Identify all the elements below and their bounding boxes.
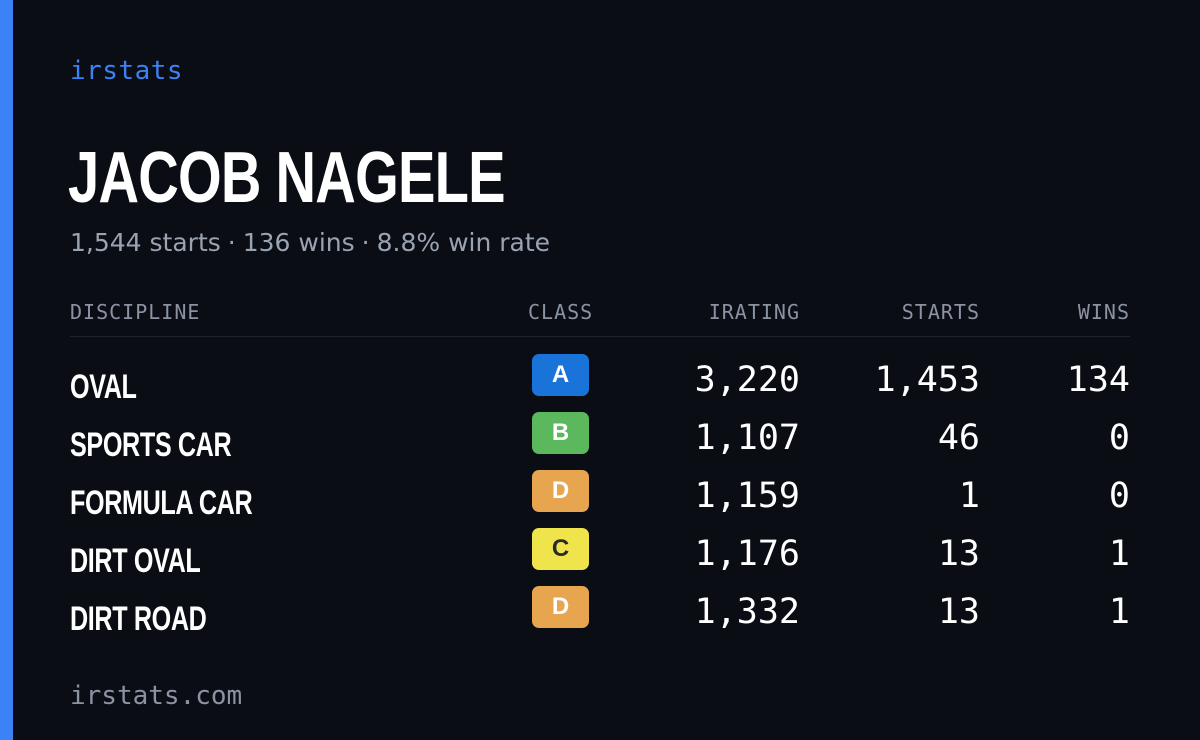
header-discipline: DISCIPLINE <box>70 300 201 324</box>
table-row: SPORTS CAR B 1,107 46 0 <box>70 412 1130 476</box>
header-class: CLASS <box>528 300 594 324</box>
discipline-name: SPORTS CAR <box>70 426 232 464</box>
accent-bar <box>0 0 13 740</box>
irating-value: 1,159 <box>694 476 800 516</box>
header-starts: STARTS <box>901 300 980 324</box>
player-summary: 1,544 starts · 136 wins · 8.8% win rate <box>70 228 550 257</box>
footer-url: irstats.com <box>70 681 243 711</box>
table-row: FORMULA CAR D 1,159 1 0 <box>70 470 1130 534</box>
class-badge: A <box>532 354 589 396</box>
irating-value: 3,220 <box>694 360 800 400</box>
class-badge: C <box>532 528 589 570</box>
class-badge: B <box>532 412 589 454</box>
table-row: OVAL A 3,220 1,453 134 <box>70 354 1130 418</box>
wins-value: 0 <box>1108 476 1130 516</box>
starts-value: 13 <box>937 534 980 574</box>
table-row: DIRT ROAD D 1,332 13 1 <box>70 586 1130 650</box>
starts-value: 1 <box>958 476 980 516</box>
class-badge: D <box>532 586 589 628</box>
starts-value: 13 <box>937 592 980 632</box>
class-badge: D <box>532 470 589 512</box>
wins-value: 1 <box>1108 592 1130 632</box>
wins-value: 134 <box>1066 360 1130 400</box>
discipline-name: DIRT OVAL <box>70 542 201 580</box>
wins-value: 0 <box>1108 418 1130 458</box>
irating-value: 1,176 <box>694 534 800 574</box>
player-name: JACOB NAGELE <box>68 138 506 218</box>
win-rate-summary: 8.8% win rate <box>376 228 551 257</box>
wins-summary: 136 wins <box>242 228 355 257</box>
discipline-name: DIRT ROAD <box>70 600 207 638</box>
discipline-name: OVAL <box>70 368 137 406</box>
irating-value: 1,332 <box>694 592 800 632</box>
discipline-name: FORMULA CAR <box>70 484 253 522</box>
irating-value: 1,107 <box>694 418 800 458</box>
table-header: DISCIPLINE CLASS IRATING STARTS WINS <box>70 300 1130 337</box>
brand-logo: irstats <box>70 56 184 86</box>
header-irating: IRATING <box>708 300 800 324</box>
table-row: DIRT OVAL C 1,176 13 1 <box>70 528 1130 592</box>
starts-value: 46 <box>937 418 980 458</box>
header-wins: WINS <box>1077 300 1130 324</box>
starts-value: 1,453 <box>874 360 980 400</box>
starts-summary: 1,544 starts <box>70 228 221 257</box>
wins-value: 1 <box>1108 534 1130 574</box>
separator: · <box>227 228 236 257</box>
separator: · <box>361 228 370 257</box>
